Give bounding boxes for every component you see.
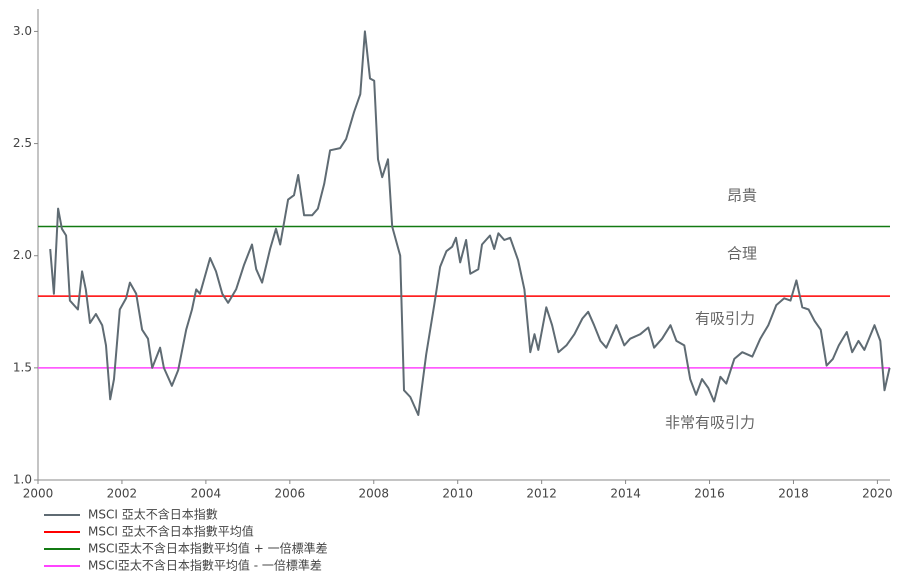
x-tick-label: 2006 [275,487,306,501]
legend-label: MSCI 亞太不含日本指數平均值 [88,524,254,539]
x-tick-label: 2010 [442,487,473,501]
y-tick-label: 1.0 [13,473,32,487]
x-tick-label: 2012 [526,487,557,501]
x-tick-label: 2008 [358,487,389,501]
y-tick-label: 2.5 [13,136,32,150]
y-tick-label: 1.5 [13,360,32,374]
x-tick-label: 2020 [862,487,893,501]
y-tick-label: 3.0 [13,24,32,38]
annotation: 合理 [727,245,757,263]
legend-label: MSCI亞太不含日本指數平均值 - 一倍標準差 [88,558,322,573]
x-tick-label: 2014 [610,487,641,501]
legend-label: MSCI 亞太不含日本指數 [88,507,218,522]
series-line [49,30,891,416]
annotation: 非常有吸引力 [665,414,755,432]
x-tick-label: 2004 [191,487,222,501]
y-tick-label: 2.0 [13,248,32,262]
x-tick-label: 2002 [107,487,138,501]
x-tick-label: 2018 [778,487,809,501]
x-tick-label: 2016 [694,487,725,501]
annotation: 昂貴 [727,187,757,205]
x-tick-label: 2000 [23,487,54,501]
annotation: 有吸引力 [695,310,755,328]
legend-label: MSCI亞太不含日本指數平均值 + 一倍標準差 [88,541,328,556]
